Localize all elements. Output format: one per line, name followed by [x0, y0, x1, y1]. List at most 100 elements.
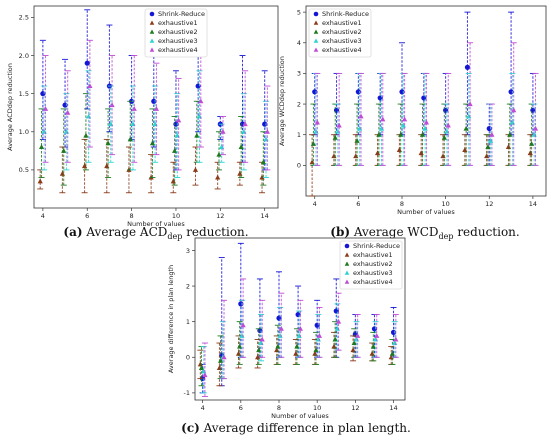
legend-marker — [149, 20, 155, 25]
legend-marker — [149, 29, 155, 34]
data-point — [527, 150, 533, 156]
data-point — [380, 116, 386, 122]
y-tick-label: 2.0 — [19, 52, 29, 60]
data-point — [313, 128, 319, 134]
data-point — [194, 132, 200, 138]
data-point — [109, 102, 115, 108]
data-point — [316, 333, 323, 338]
y-axis-label: Average difference in plan length — [167, 265, 175, 373]
legend-marker — [313, 11, 319, 17]
data-point — [355, 333, 361, 338]
data-point — [331, 153, 337, 159]
data-point — [313, 347, 319, 353]
legend-label: exhaustive2 — [322, 28, 362, 36]
data-point — [278, 325, 284, 331]
data-point — [87, 83, 93, 89]
y-tick-label: -1 — [184, 389, 190, 397]
plot-area-frame — [305, 5, 547, 197]
y-tick-label: 1.5 — [19, 90, 29, 98]
data-point — [332, 336, 338, 342]
x-tick-label: 8 — [400, 200, 404, 208]
legend-label: exhaustive1 — [158, 19, 198, 27]
data-point — [511, 107, 517, 113]
legend-label: exhaustive4 — [353, 278, 393, 286]
data-point — [466, 113, 472, 119]
series-exhaustive4 — [314, 42, 539, 166]
data-point — [237, 343, 243, 349]
x-tick-label: 14 — [261, 212, 269, 220]
data-point — [84, 60, 90, 66]
series-exhaustive3 — [41, 70, 270, 178]
x-axis-label: Number of values — [127, 220, 185, 228]
data-point — [127, 136, 133, 142]
data-point — [532, 125, 539, 131]
legend-frame — [339, 240, 403, 290]
data-point — [398, 131, 404, 137]
data-point — [314, 119, 320, 125]
x-tick-label: 12 — [351, 404, 359, 412]
panel-caption: (b) Average WCDdep reduction. — [330, 225, 519, 241]
data-point — [336, 122, 342, 128]
data-point — [217, 358, 224, 363]
caption-tail: reduction. — [182, 225, 248, 239]
data-point — [332, 134, 338, 140]
data-point — [294, 343, 300, 349]
data-point — [104, 163, 110, 169]
data-point — [59, 170, 65, 176]
caption-letter: (b) — [330, 225, 350, 239]
series-exhaustive4 — [42, 39, 271, 171]
caption-text: Average difference in plan length. — [200, 421, 411, 435]
caption-text: Average ACD — [83, 225, 168, 239]
data-point — [486, 125, 492, 132]
legend-label: exhaustive4 — [322, 46, 362, 54]
x-tick-label: 10 — [172, 212, 180, 220]
data-point — [275, 343, 281, 349]
data-point — [153, 106, 160, 111]
legend-label: exhaustive3 — [353, 269, 393, 277]
data-point — [485, 144, 491, 149]
data-point — [131, 106, 137, 111]
data-point — [237, 170, 243, 176]
x-tick-label: 12 — [216, 212, 224, 220]
legend: Shrink-Reduceexhaustive1exhaustive2exhau… — [339, 240, 403, 290]
data-point — [238, 144, 244, 150]
data-point — [464, 64, 471, 70]
data-point — [418, 150, 424, 156]
data-point — [202, 372, 208, 378]
legend: Shrink-Reduceexhaustive1exhaustive2exhau… — [144, 8, 208, 58]
data-point — [333, 107, 340, 113]
data-point — [374, 333, 380, 338]
y-tick-label: 1 — [297, 131, 301, 139]
data-point — [198, 365, 205, 370]
data-point — [462, 147, 468, 153]
legend-frame — [144, 8, 208, 58]
series-exhaustive4 — [201, 278, 399, 397]
data-point — [423, 119, 430, 125]
data-point — [351, 340, 357, 346]
data-point — [259, 336, 265, 342]
data-point — [353, 153, 359, 159]
legend-label: exhaustive2 — [158, 28, 198, 36]
data-point — [421, 95, 427, 101]
data-point — [467, 101, 473, 107]
legend-marker — [344, 252, 350, 257]
legend-marker — [149, 47, 155, 52]
panel-caption: (c) Average difference in plan length. — [181, 421, 411, 435]
data-point — [487, 138, 494, 143]
legend-frame — [308, 8, 372, 58]
data-point — [259, 174, 265, 180]
x-tick-label: 8 — [130, 212, 134, 220]
data-point — [192, 167, 199, 172]
data-point — [370, 343, 376, 349]
x-axis-label: Number of values — [271, 412, 329, 420]
legend-marker — [313, 38, 319, 43]
data-point — [83, 132, 89, 138]
data-point — [376, 131, 382, 137]
caption-letter: (a) — [63, 225, 82, 239]
y-tick-label: 3 — [186, 247, 190, 255]
y-axis-label: Average ACDdep reduction — [6, 63, 14, 151]
legend-label: Shrink-Reduce — [158, 10, 205, 18]
legend-marker — [313, 29, 319, 34]
